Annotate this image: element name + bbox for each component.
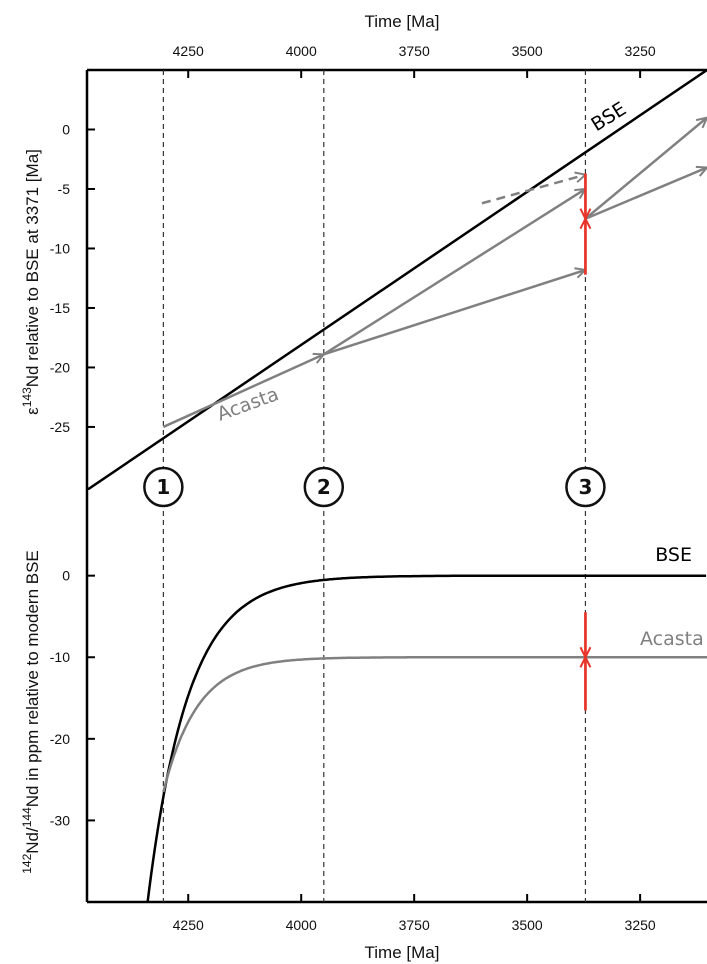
top-x-tick-label: 3250	[625, 43, 656, 59]
acasta-142nd-curve	[162, 655, 707, 793]
top-x-tick-label: 4250	[173, 43, 204, 59]
upper-y-axis-title: ε143Nd relative to BSE at 3371 [Ma]	[20, 149, 42, 415]
lower-y-tick-label: 0	[62, 568, 70, 584]
bottom-x-tick-label: 4000	[286, 917, 317, 933]
lower-panel-plot	[146, 574, 707, 902]
bottom-x-axis-title: Time [Ma]	[365, 943, 440, 962]
bottom-x-tick-label: 3250	[625, 917, 656, 933]
upper-y-tick-label: -5	[58, 181, 71, 197]
lower-y-tick-label: -20	[50, 731, 70, 747]
top-x-tick-label: 3500	[512, 43, 543, 59]
evolution-arrow-5	[584, 168, 707, 220]
marker-label-2: 2	[317, 475, 331, 499]
upper-y-tick-label: 0	[62, 121, 70, 137]
upper-bse-label: BSE	[587, 98, 630, 136]
event-markers: 1 2 3	[143, 466, 606, 508]
acasta-evolution-line	[162, 354, 323, 429]
top-x-tick-label: 3750	[399, 43, 430, 59]
top-x-axis-title: Time [Ma]	[365, 12, 440, 31]
top-x-tick-label: 4000	[286, 43, 317, 59]
upper-y-tick-label: -15	[50, 300, 70, 316]
upper-y-tick-label: -20	[50, 359, 70, 375]
bottom-x-tick-label: 4250	[173, 917, 204, 933]
bse-142nd-curve	[146, 574, 707, 902]
lower-y-tick-label: -30	[50, 812, 70, 828]
bse-evolution-line	[87, 70, 707, 490]
evolution-arrow-1	[323, 270, 586, 356]
upper-panel-plot	[87, 70, 707, 490]
lower-y-tick-label: -10	[50, 649, 70, 665]
lower-acasta-label: Acasta	[640, 628, 704, 650]
bottom-x-tick-label: 3500	[512, 917, 543, 933]
marker-circle-2	[303, 466, 345, 508]
lower-bse-label: BSE	[655, 544, 692, 566]
evolution-arrow-3	[481, 175, 585, 205]
marker-circle-3	[565, 466, 606, 508]
marker-label-3: 3	[578, 475, 592, 499]
evolution-arrow-4	[584, 118, 707, 220]
evolution-arrow-2	[323, 189, 586, 356]
lower-y-axis-title: 142Nd/144Nd in ppm relative to modern BS…	[20, 550, 42, 874]
upper-y-tick-label: -25	[50, 419, 70, 435]
axis-ticks: 4250 4250 4000 4000 3750 3750 3500 3500 3250 3250…	[50, 43, 656, 933]
marker-circle-1	[143, 466, 184, 508]
marker-label-1: 1	[156, 475, 170, 499]
bottom-x-tick-label: 3750	[399, 917, 430, 933]
upper-y-tick-label: -10	[50, 240, 70, 256]
